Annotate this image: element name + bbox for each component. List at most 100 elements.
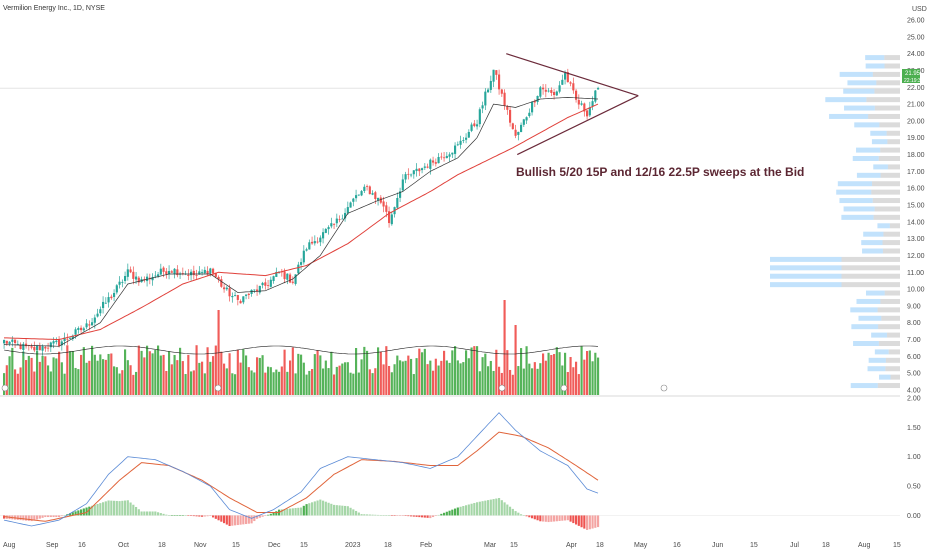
time-axis-tick-label: 15 [893,542,901,549]
macd-histogram-bar [531,515,534,519]
volume-bar [503,300,506,395]
macd-histogram-bar [313,501,316,516]
candle-body [181,273,184,275]
volume-bar [313,354,316,395]
macd-histogram-bar [522,515,525,516]
macd-histogram-bar [498,498,501,516]
volume-profile-bar-down [841,256,900,262]
volume-bar [366,350,369,395]
volume-profile-bar-up [858,315,882,321]
macd-histogram-bar [583,515,586,529]
candle-body [102,301,105,309]
volume-bar [25,360,28,395]
candle-body [88,324,91,326]
volume-bar [264,372,267,395]
volume-bar [33,371,36,395]
volume-bar [159,355,162,395]
macd-histogram-bar [454,508,457,516]
macd-histogram-bar [407,515,410,517]
volume-bar [245,355,248,395]
volume-bar [412,374,415,395]
macd-histogram-bar [305,504,308,516]
candle-body [542,87,545,90]
event-marker-icon[interactable] [1,384,9,392]
candle-body [500,89,503,94]
macd-histogram-bar [184,515,187,516]
volume-bar [239,362,242,395]
candle-body [401,179,404,191]
candle-body [434,162,437,164]
volume-bar [591,361,594,395]
candle-body [421,168,424,171]
volume-bar [88,360,91,395]
macd-histogram-bar [379,515,382,516]
volume-bar [137,345,140,395]
candle-body [324,228,327,233]
sma-fast-line [3,97,599,347]
candle-body [566,72,569,83]
chart-title: Vermilion Energy Inc., 1D, NYSE [3,5,105,12]
macd-histogram-bar [41,515,44,518]
candle-body [49,342,52,348]
volume-bar [113,366,116,395]
candle-body [448,154,451,157]
event-marker-icon[interactable] [660,384,668,392]
volume-profile-bar-up [851,324,879,330]
macd-histogram-bar [426,515,429,518]
volume-profile-bar-up [862,248,883,254]
candle-body [572,83,575,91]
event-marker-icon[interactable] [214,384,222,392]
volume-bar [434,358,437,395]
volume-bar [462,362,465,395]
macd-axis-tick-label: 0.00 [907,513,921,520]
volume-bar [544,360,547,395]
volume-bar [58,351,61,395]
macd-histogram-bar [228,515,231,527]
volume-bar [528,363,531,395]
volume-bar [60,362,63,395]
macd-histogram-bar [470,503,473,516]
macd-histogram-bar [236,515,239,526]
price-axis-tick-label: 8.00 [907,320,921,327]
price-axis-tick-label: 16.00 [907,186,925,193]
macd-histogram-bar [580,515,583,528]
macd-histogram-bar [399,515,402,516]
candle-body [462,140,465,141]
volume-bar [154,350,157,395]
volume-profile-bar-down [880,147,900,153]
macd-histogram-bar [25,515,28,521]
candle-body [311,241,314,244]
volume-bar [41,355,44,395]
macd-histogram-bar [242,515,245,525]
candle-body [371,193,374,195]
time-axis-tick-label: 15 [510,542,518,549]
volume-bar [564,352,567,395]
countdown-badge [902,76,920,83]
volume-bar [349,372,352,395]
event-marker-icon[interactable] [560,384,568,392]
macd-histogram-bar [88,506,91,516]
volume-bar [547,352,550,395]
candle-body [492,69,495,82]
macd-histogram-bar [187,515,190,516]
volume-bar [379,351,382,395]
macd-histogram-bar [247,515,250,524]
event-marker-icon[interactable] [498,384,506,392]
candle-body [382,201,385,207]
candle-body [19,344,22,350]
candle-body [110,296,113,299]
macd-histogram-bar [280,509,283,516]
volume-bar [146,345,149,395]
candle-body [190,271,193,276]
macd-histogram-bar [206,515,209,517]
volume-bar [335,366,338,395]
volume-bar [19,367,22,395]
volume-bar [511,374,514,395]
macd-histogram-bar [542,515,545,522]
volume-bar [267,366,270,395]
price-axis-tick-label: 12.00 [907,253,925,260]
candle-body [487,89,490,93]
candle-body [198,271,201,275]
macd-histogram-bar [223,515,226,524]
